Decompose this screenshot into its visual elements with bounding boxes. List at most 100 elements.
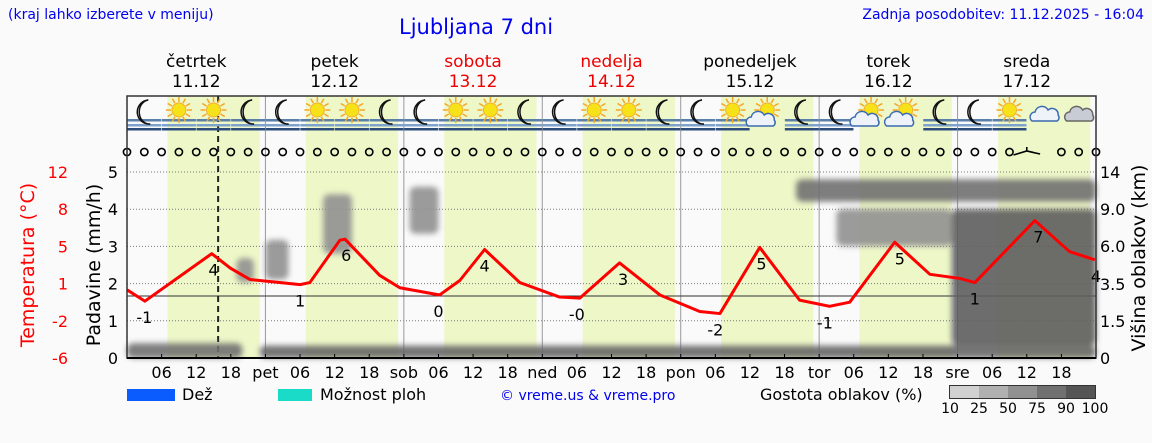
copyright-link[interactable]: © vreme.us & vreme.pro [500, 388, 676, 404]
fog-line [404, 124, 439, 127]
sun-ray [478, 113, 484, 118]
sun-disc [621, 102, 637, 118]
sun-ray [201, 113, 207, 118]
fog-line [265, 128, 300, 131]
calm-wind-marker [1074, 147, 1084, 157]
sun-ray [496, 102, 503, 107]
x-tick-label: 12 [463, 363, 483, 382]
temperature-axis-label: Temperatura (°C) [17, 182, 39, 348]
x-tick-label: tor [808, 363, 831, 382]
calm-wind-marker [416, 147, 426, 157]
x-tick-label: sre [945, 363, 969, 382]
cloud-shape [849, 110, 880, 127]
fog-line [438, 124, 473, 127]
cloud-patch [409, 186, 439, 234]
sun-disc [725, 102, 741, 118]
daylight-band [167, 96, 260, 358]
cloud-patch [951, 209, 1096, 346]
fog-line [992, 124, 1027, 127]
sun-ray [877, 113, 883, 118]
fog-line [507, 124, 542, 127]
moon-shape [690, 99, 705, 125]
sun-ray [220, 102, 226, 107]
sun-fog-icon [196, 97, 231, 131]
calm-wind-marker [589, 147, 599, 157]
precip-tick-label: 1 [108, 312, 118, 331]
temperature-extreme-label: 0 [433, 302, 443, 321]
calm-wind-marker [434, 147, 443, 157]
sun-ray [863, 98, 868, 104]
fog-line [819, 124, 854, 127]
daylight-band [582, 96, 675, 358]
day-name: sobota [444, 52, 502, 72]
fog-line [127, 119, 162, 122]
temperature-extreme-label: 7 [1033, 228, 1043, 247]
sun-ray [874, 98, 879, 104]
calm-wind-marker [503, 147, 513, 157]
fog-line [646, 128, 681, 131]
x-tick-label: 18 [359, 363, 379, 382]
moon-shape [794, 99, 808, 125]
cloud-patch [259, 345, 1096, 358]
x-tick-label: 12 [878, 363, 898, 382]
x-tick-label: 12 [601, 363, 621, 382]
fog-line [196, 128, 231, 131]
sun-ray [912, 102, 918, 107]
rain-label: Dež [182, 385, 213, 404]
sun-disc [309, 102, 325, 118]
calm-wind-marker [641, 147, 651, 157]
sun-cloud-icon [883, 97, 919, 127]
day-date: 17.12 [1002, 72, 1052, 92]
moon-fog-icon [542, 99, 577, 131]
sun-ray [171, 116, 176, 122]
sun-ray [182, 98, 187, 104]
fog-line [542, 128, 577, 131]
sun-ray [635, 102, 641, 107]
sun-ray [725, 98, 730, 104]
fog-line [473, 124, 508, 127]
moon-fog-icon [923, 99, 958, 131]
temperature-line [126, 219, 1096, 316]
sun-ray [167, 113, 173, 118]
rain-swatch [127, 389, 175, 401]
calm-wind-marker [139, 147, 149, 157]
temp-tick-label: -2 [52, 312, 68, 331]
last-updated: Zadnja posodobitev: 11.12.2025 - 16:04 [862, 7, 1144, 23]
sun-ray [310, 98, 314, 104]
temp-tick-label: 1 [58, 275, 68, 294]
calm-wind-marker [347, 147, 357, 157]
sun-disc [586, 102, 602, 118]
temp-tick-label: -6 [52, 349, 68, 368]
location-hint[interactable]: (kraj lahko izberete v meniju) [8, 7, 214, 23]
fog-line [265, 124, 300, 127]
fog-line [577, 124, 612, 127]
temperature-extreme-label: 5 [895, 249, 905, 268]
sun-ray [617, 102, 623, 107]
sun-ray [305, 102, 311, 107]
sun-ray [355, 98, 360, 104]
temperature-extreme-label: 3 [618, 270, 628, 289]
sun-ray [739, 102, 745, 107]
sun-ray [617, 113, 623, 118]
cloud-height-tick-label: 0 [1100, 349, 1110, 368]
x-tick-label: pon [666, 363, 696, 382]
moon-shape [136, 99, 151, 125]
fog-line [334, 124, 369, 127]
moon-fog-icon [681, 99, 716, 131]
fog-line [681, 128, 716, 131]
moon-shape [967, 99, 981, 125]
calm-wind-marker [468, 147, 478, 157]
day-date: 14.12 [587, 72, 636, 92]
sun-ray [448, 116, 453, 122]
sun-ray [355, 116, 360, 122]
sun-ray [997, 102, 1003, 107]
fog-line [334, 128, 369, 131]
sun-ray [182, 116, 187, 122]
moon-shape [932, 99, 947, 125]
fog-line [127, 124, 162, 127]
sun-ray [770, 98, 775, 104]
calm-wind-marker [278, 147, 288, 157]
sun-ray [310, 116, 314, 122]
calm-wind-marker [710, 147, 720, 157]
cloud-height-tick-label: 9.0 [1100, 200, 1125, 219]
